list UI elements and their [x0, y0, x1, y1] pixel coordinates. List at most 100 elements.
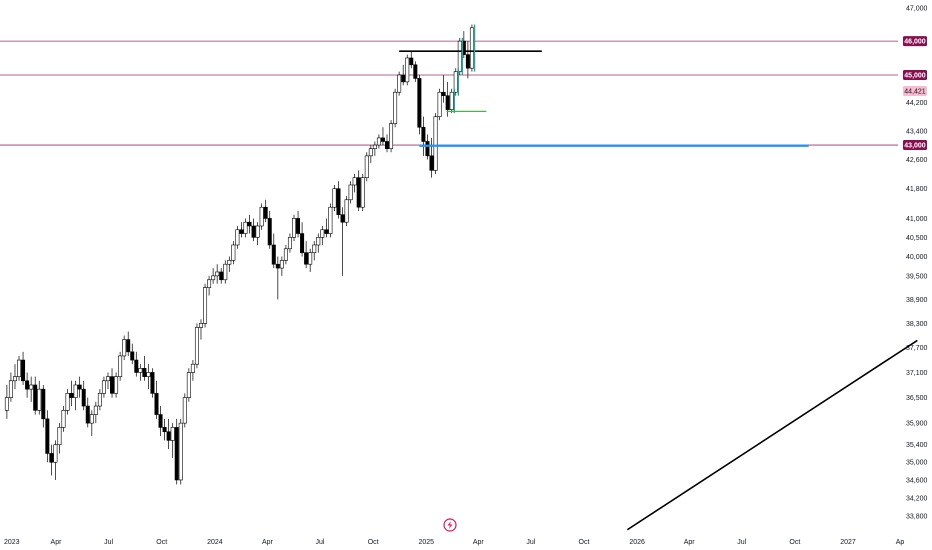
level-badge: 46,000	[903, 36, 927, 47]
candle	[332, 184, 337, 211]
y-tick-label: 41,000	[906, 216, 928, 223]
candle-body-up	[138, 368, 143, 373]
candle	[300, 222, 305, 257]
candle-body-up	[364, 155, 369, 178]
candle	[429, 137, 434, 178]
candle	[77, 376, 82, 398]
candle	[304, 241, 309, 269]
candle-body-up	[283, 248, 288, 261]
x-tick-label: 2027	[840, 539, 856, 546]
candle-body-up	[97, 393, 102, 407]
candle	[215, 264, 220, 284]
candle	[324, 218, 329, 238]
x-tick-label: 2025	[419, 539, 435, 546]
candle	[49, 444, 54, 476]
candle-body-down	[154, 393, 159, 415]
candle-body-up	[235, 229, 240, 246]
candle	[227, 256, 232, 272]
candle	[344, 196, 349, 226]
level-badge: 45,000	[903, 70, 927, 81]
candle	[356, 170, 361, 211]
candle	[61, 406, 66, 432]
level-badge-label: 43,000	[904, 143, 926, 150]
candle	[413, 61, 418, 82]
candle	[29, 376, 34, 402]
candle	[292, 214, 297, 242]
candle	[348, 181, 353, 204]
candle	[25, 372, 30, 398]
candle	[279, 256, 284, 276]
candle	[69, 380, 74, 407]
candle-body-down	[41, 388, 46, 420]
price-badges: 46,000 45,000 43,000 44,421	[903, 36, 927, 151]
candle	[8, 372, 13, 402]
candle	[433, 113, 438, 174]
candle-body-up	[190, 363, 195, 373]
candle	[296, 210, 301, 238]
candle-body-down	[304, 252, 309, 265]
candle	[255, 222, 260, 245]
candle	[114, 372, 119, 398]
candle-body-up	[37, 388, 42, 411]
candle	[376, 134, 381, 149]
candle	[453, 68, 458, 96]
candle	[437, 88, 442, 121]
candle-body-up	[93, 405, 98, 415]
candle	[385, 134, 390, 153]
candle	[251, 218, 256, 242]
candle	[17, 355, 22, 381]
flash-event-icon[interactable]	[443, 518, 457, 532]
candle	[316, 233, 321, 253]
last-price-badge: 44,421	[903, 85, 927, 96]
candle	[235, 225, 240, 249]
candle-body-up	[320, 229, 325, 238]
candle-body-down	[263, 206, 268, 219]
candle-body-down	[421, 126, 426, 142]
y-tick-label: 42,600	[906, 157, 928, 164]
candle-body-down	[385, 141, 390, 149]
candle	[352, 173, 357, 193]
candle-body-down	[110, 376, 115, 394]
candle-body-up	[118, 355, 123, 377]
candle	[409, 51, 414, 69]
x-tick-label: Apr	[684, 539, 696, 546]
candle	[207, 275, 212, 296]
candle-body-up	[223, 263, 228, 281]
candle-body-up	[182, 397, 187, 424]
candle	[126, 331, 131, 356]
candle-body-down	[336, 188, 341, 215]
y-tick-label: 38,300	[906, 321, 928, 328]
y-tick-label: 47,000	[906, 6, 928, 13]
candle	[101, 376, 106, 398]
candle	[465, 41, 470, 79]
candle	[4, 384, 9, 419]
candle-body-up	[312, 244, 317, 253]
candle	[93, 401, 98, 424]
y-tick-label: 39,500	[906, 273, 928, 280]
candle-body-up	[328, 206, 333, 234]
candle	[194, 323, 199, 369]
last-price-badge-bg	[903, 85, 927, 96]
candle	[231, 241, 236, 265]
horizontal-levels	[0, 40, 898, 146]
candle-body-down	[417, 78, 422, 128]
candle-body-down	[166, 431, 171, 441]
x-tick-label: Oct	[789, 539, 800, 546]
candle	[219, 268, 224, 284]
y-tick-label: 35,000	[906, 460, 928, 467]
candles	[4, 24, 474, 485]
candle-body-up	[368, 148, 373, 157]
y-tick-label: 37,700	[906, 345, 928, 352]
candle-body-down	[296, 218, 301, 234]
candle-body-up	[194, 327, 199, 365]
candle	[174, 418, 179, 485]
level-badge-label: 45,000	[904, 73, 926, 80]
level-badge-bg	[903, 36, 927, 47]
candle-body-up	[53, 444, 58, 463]
candle-body-down	[401, 74, 406, 83]
x-tick-label: 2024	[207, 539, 223, 546]
candle-body-up	[198, 323, 203, 328]
candle	[65, 389, 70, 415]
x-tick-label: 2023	[4, 539, 20, 546]
